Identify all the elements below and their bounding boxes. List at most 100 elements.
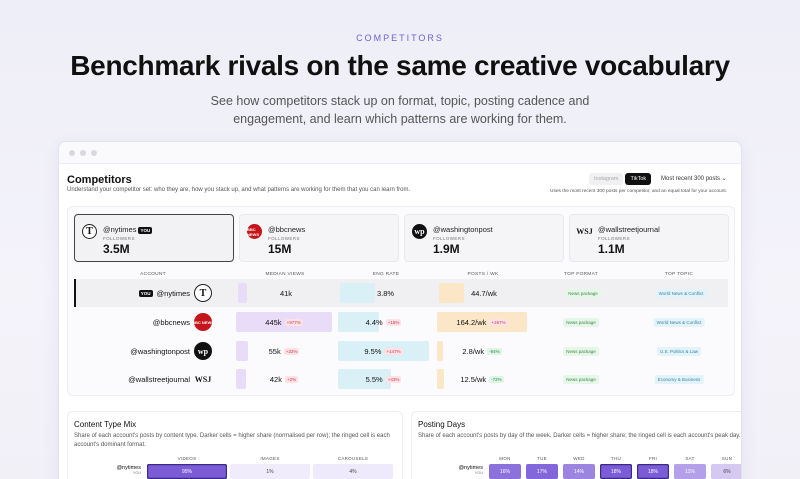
heat-col-header: WED (573, 456, 585, 461)
eng-value: 3.8% (340, 283, 431, 303)
views-delta-badge: +2% (284, 375, 299, 383)
format-tag: News package (565, 289, 601, 298)
range-dropdown[interactable]: Most recent 300 posts ⌄ (661, 175, 727, 182)
eng-cell: 4.4% +15% (338, 312, 429, 332)
posts-bar (439, 283, 465, 303)
heat-row-you: YOU (474, 471, 483, 475)
eng-delta-badge: +15% (385, 318, 402, 326)
hero-subtitle: See how competitors stack up on format, … (210, 94, 590, 126)
table-row[interactable]: @wallstreetjournal WSJ 42k +2% 5.5% +43% 12.5/… (74, 365, 728, 393)
content-mix-title: Content Type Mix (74, 420, 137, 429)
bbc-logo-icon: BBC NEWS (247, 224, 262, 239)
platform-toggle: Instagram TikTok (589, 173, 652, 185)
views-delta-badge: +977% (284, 318, 303, 326)
eng-cell: 5.5% +43% (338, 369, 429, 389)
views-bar (236, 341, 249, 361)
wapo-logo-icon: wp (412, 224, 427, 239)
views-text: 42k (269, 374, 282, 384)
views-bar (238, 283, 247, 303)
posts-delta-badge: -72% (489, 375, 504, 383)
posts-cell: 44.7/wk (439, 283, 529, 303)
topic-tag: U.S. Politics & Law (656, 347, 702, 356)
wsj-logo-icon: WSJ (194, 374, 212, 384)
account-card-bbcnews[interactable]: BBC NEWS @bbcnews FOLLOWERS 15M (239, 214, 399, 262)
posting-days-description: Share of each account's posts by day of … (418, 433, 741, 439)
views-bar (236, 369, 246, 389)
heat-cell: 14% (563, 464, 595, 479)
page-title: Competitors (67, 174, 132, 186)
heat-col-header: SAT (685, 456, 695, 461)
eng-text: 4.4% (365, 317, 383, 327)
heat-col-header: FRI (648, 456, 658, 461)
account-card-nytimes[interactable]: T @nytimes YOU FOLLOWERS 3.5M (74, 214, 234, 262)
eng-bar (338, 312, 379, 332)
eng-value: 5.5% +43% (338, 369, 429, 389)
account-handle: @nytimes YOU (103, 225, 153, 234)
table-row[interactable]: @bbcnews BBC NEWS 445k +977% 4.4% +15% 164.2/w… (74, 308, 728, 336)
heat-cell: 16% (489, 464, 521, 479)
window-dot-icon (80, 149, 86, 156)
views-value: 55k +32% (236, 341, 332, 361)
views-value: 41k (238, 283, 334, 303)
eng-value: 9.5% +147% (338, 341, 429, 361)
table-row[interactable]: YOU @nytimes T 41k 3.8% 44.7/wk News package Wo… (74, 279, 728, 307)
followers-count: 1.1M (598, 242, 625, 256)
views-bar (236, 312, 332, 332)
views-cell: 41k (238, 283, 334, 303)
heat-row-handle: @nytimes (458, 465, 483, 471)
nyt-logo-icon: T (194, 284, 212, 302)
followers-count: 1.9M (433, 242, 460, 256)
chevron-down-icon: ⌄ (721, 176, 727, 182)
sampling-note: Uses the most recent 300 posts per compe… (550, 189, 728, 194)
col-header-account: ACCOUNT (140, 272, 166, 277)
views-cell: 445k +977% (236, 312, 332, 332)
posts-bar (437, 369, 445, 389)
heat-col-header: THU (610, 456, 622, 461)
platform-tab-instagram[interactable]: Instagram (589, 173, 624, 185)
row-handle: @bbcnews (152, 317, 190, 327)
eng-delta-badge: +43% (385, 375, 402, 383)
followers-label: FOLLOWERS (103, 236, 135, 241)
heat-col-header: CAROUSELS (337, 456, 369, 461)
table-row[interactable]: @washingtonpost wp 55k +32% 9.5% +147% 2.8/wk -… (74, 337, 728, 365)
views-delta-badge: +32% (283, 347, 300, 355)
range-label: Most recent 300 posts (661, 176, 721, 182)
posts-text: 164.2/wk (456, 317, 487, 327)
posts-bar (437, 341, 443, 361)
heat-row-handle: @nytimes (116, 465, 141, 471)
eng-bar (338, 369, 391, 389)
followers-label: FOLLOWERS (433, 236, 465, 241)
row-handle: @washingtonpost (130, 346, 190, 356)
account-handle: @wallstreetjournal (598, 225, 660, 234)
row-account: @bbcnews BBC NEWS (152, 308, 214, 336)
competitor-panel: T @nytimes YOU FOLLOWERS 3.5M BBC NEWS @b… (67, 206, 735, 396)
format-tag: News package (563, 318, 599, 327)
platform-tab-tiktok[interactable]: TikTok (625, 173, 652, 185)
posting-days-title: Posting Days (418, 420, 466, 429)
eng-text: 5.5% (365, 374, 383, 384)
account-handle: @washingtonpost (433, 225, 493, 234)
eng-delta-badge: +147% (384, 347, 403, 355)
posts-value: 164.2/wk +267% (437, 312, 527, 332)
heat-row-label: @nytimes YOU (412, 465, 483, 475)
heat-cell: 17% (526, 464, 558, 479)
posts-delta-badge: +267% (489, 318, 508, 326)
account-card-washingtonpost[interactable]: wp @washingtonpost FOLLOWERS 1.9M (404, 214, 564, 262)
followers-label: FOLLOWERS (268, 236, 300, 241)
content-mix-panel: Content Type Mix Share of each account's… (67, 411, 403, 479)
row-account: @washingtonpost wp (130, 337, 212, 365)
views-cell: 42k +2% (236, 369, 332, 389)
window-dot-icon (69, 149, 75, 156)
format-tag: News package (563, 375, 599, 384)
eng-value: 4.4% +15% (338, 312, 429, 332)
account-card-wallstreetjournal[interactable]: WSJ @wallstreetjournal FOLLOWERS 1.1M (569, 214, 729, 262)
hero-headline: Benchmark rivals on the same creative vo… (70, 50, 730, 81)
window-dot-icon (91, 149, 97, 156)
heat-cell: 18% (600, 464, 632, 479)
row-handle: @wallstreetjournal (128, 374, 190, 384)
heat-col-header: MON (499, 456, 511, 461)
heat-cell: 18% (637, 464, 669, 479)
views-value: 42k +2% (236, 369, 332, 389)
eng-cell: 9.5% +147% (338, 341, 429, 361)
heat-cell: 11% (674, 464, 706, 479)
